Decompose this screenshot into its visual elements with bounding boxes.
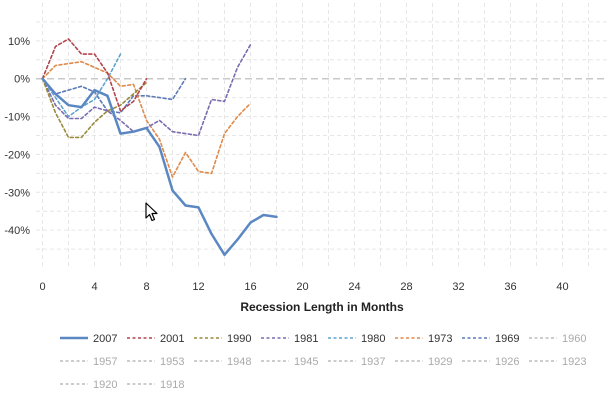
x-axis-title: Recession Length in Months — [240, 300, 404, 314]
legend-item-1953[interactable]: 1953 — [127, 356, 184, 368]
series-line-1973[interactable] — [41, 60, 252, 178]
legend-item-1945[interactable]: 1945 — [261, 356, 318, 368]
legend-label: 1980 — [361, 333, 385, 345]
legend-item-1948[interactable]: 1948 — [194, 356, 251, 368]
grid — [36, 3, 608, 268]
series-line-2007[interactable] — [41, 77, 278, 257]
x-tick-label: 20 — [296, 281, 308, 293]
y-tick-label: -30% — [4, 187, 30, 199]
axis-labels: 0 4 8 12 16 20 24 28 32 36 40 10% 0% -10% -20% -30% -40% — [4, 36, 568, 293]
legend-label: 1973 — [428, 333, 452, 345]
x-tick-label: 0 — [39, 281, 45, 293]
x-tick-label: 4 — [91, 281, 97, 293]
legend-label: 1920 — [93, 379, 117, 391]
legend-label: 1948 — [227, 356, 251, 368]
x-tick-label: 8 — [143, 281, 149, 293]
x-tick-label: 32 — [452, 281, 464, 293]
legend-label: 1960 — [562, 333, 586, 345]
legend-label: 1923 — [562, 356, 586, 368]
series-line-1990[interactable] — [41, 77, 148, 139]
legend-item-1918[interactable]: 1918 — [127, 379, 184, 391]
y-tick-label: 10% — [8, 36, 30, 48]
legend-item-1980[interactable]: 1980 — [328, 333, 385, 345]
x-tick-label: 36 — [504, 281, 516, 293]
mouse-cursor-icon — [145, 202, 158, 222]
legend-label: 1957 — [93, 356, 117, 368]
legend-item-1960[interactable]: 1960 — [529, 333, 586, 345]
legend-label: 1926 — [495, 356, 519, 368]
x-tick-label: 12 — [192, 281, 204, 293]
x-tick-label: 28 — [400, 281, 412, 293]
legend-item-1920[interactable]: 1920 — [60, 379, 117, 391]
series-lines — [41, 38, 278, 257]
legend-item-1923[interactable]: 1923 — [529, 356, 586, 368]
x-tick-label: 40 — [556, 281, 568, 293]
series-line-2001[interactable] — [41, 38, 148, 112]
legend-label: 1929 — [428, 356, 452, 368]
legend-item-1969[interactable]: 1969 — [462, 333, 519, 345]
y-tick-label: 0% — [14, 74, 30, 86]
legend-item-1957[interactable]: 1957 — [60, 356, 117, 368]
legend-label: 2001 — [160, 333, 184, 345]
legend-item-1973[interactable]: 1973 — [395, 333, 452, 345]
y-tick-label: -20% — [4, 149, 30, 161]
legend-item-1926[interactable]: 1926 — [462, 356, 519, 368]
legend-item-2001[interactable]: 2001 — [127, 333, 184, 345]
legend-item-1981[interactable]: 1981 — [261, 333, 318, 345]
legend: 2007 2001 1990 1981 1980 1973 1969 1960 1957 1953… — [60, 333, 586, 391]
legend-label: 1945 — [294, 356, 318, 368]
y-tick-label: -10% — [4, 112, 30, 124]
legend-label: 1953 — [160, 356, 184, 368]
legend-item-2007[interactable]: 2007 — [60, 333, 117, 345]
y-tick-label: -40% — [4, 225, 30, 237]
legend-label: 2007 — [93, 333, 117, 345]
x-tick-label: 16 — [244, 281, 256, 293]
legend-label: 1990 — [227, 333, 251, 345]
legend-item-1929[interactable]: 1929 — [395, 356, 452, 368]
x-tick-label: 24 — [348, 281, 360, 293]
legend-label: 1981 — [294, 333, 318, 345]
legend-label: 1969 — [495, 333, 519, 345]
legend-label: 1918 — [160, 379, 184, 391]
legend-item-1937[interactable]: 1937 — [328, 356, 385, 368]
legend-label: 1937 — [361, 356, 385, 368]
legend-item-1990[interactable]: 1990 — [194, 333, 251, 345]
